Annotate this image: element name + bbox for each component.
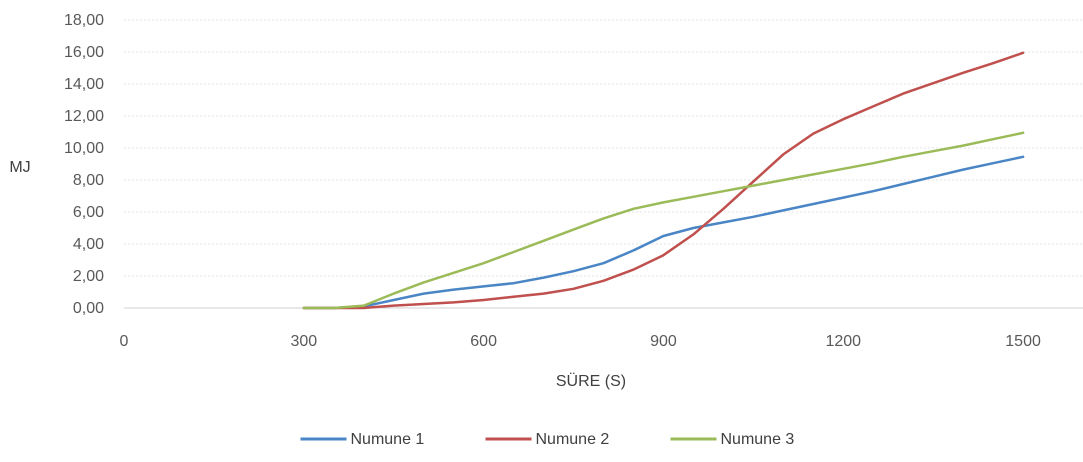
y-tick-label: 2,00 bbox=[73, 268, 104, 285]
x-tick-label: 300 bbox=[290, 333, 317, 350]
series-line-3 bbox=[302, 131, 1025, 310]
x-tick-label: 600 bbox=[470, 333, 497, 350]
y-tick-label: 6,00 bbox=[73, 204, 104, 221]
y-tick-label: 14,00 bbox=[64, 76, 104, 93]
series-line-2 bbox=[302, 51, 1025, 310]
series-line-1 bbox=[302, 155, 1025, 310]
y-tick-label: 18,00 bbox=[64, 12, 104, 29]
y-tick-labels: 0,00 2,00 4,00 6,00 8,00 10,00 12,00 14,00 16,00… bbox=[64, 12, 104, 317]
x-tick-label: 1200 bbox=[825, 333, 861, 350]
x-tick-label: 0 bbox=[120, 333, 129, 350]
y-tick-label: 10,00 bbox=[64, 140, 104, 157]
legend: Numune 1 Numune 2 Numune 3 bbox=[300, 431, 795, 448]
x-axis-title: SÜRE (S) bbox=[556, 372, 626, 390]
x-tick-labels: 0 300 600 900 1200 1500 bbox=[120, 333, 1041, 350]
y-tick-label: 4,00 bbox=[73, 236, 104, 253]
x-tick-label: 900 bbox=[650, 333, 677, 350]
series-lines bbox=[302, 51, 1025, 310]
y-axis-title: MJ bbox=[9, 159, 30, 176]
legend-label-3: Numune 3 bbox=[721, 431, 795, 448]
x-tick-label: 1500 bbox=[1005, 333, 1041, 350]
y-tick-label: 12,00 bbox=[64, 108, 104, 125]
grid-layer bbox=[124, 19, 1083, 277]
y-tick-label: 0,00 bbox=[73, 300, 104, 317]
y-tick-label: 8,00 bbox=[73, 172, 104, 189]
legend-label-1: Numune 1 bbox=[351, 431, 425, 448]
y-tick-label: 16,00 bbox=[64, 44, 104, 61]
legend-label-2: Numune 2 bbox=[536, 431, 610, 448]
